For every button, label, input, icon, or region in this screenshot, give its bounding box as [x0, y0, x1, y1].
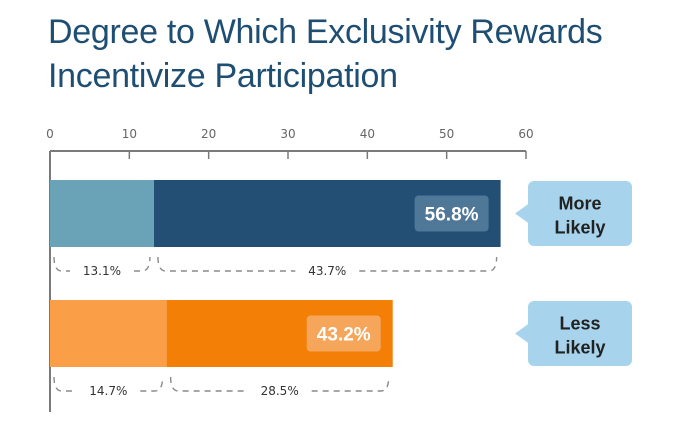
segment-bracket [53, 256, 70, 272]
segment-bracket [140, 376, 164, 392]
total-badge [306, 315, 381, 352]
segment-value-label: 14.7% [89, 384, 127, 398]
x-tick-label: 10 [122, 127, 137, 141]
total-label: 43.2% [317, 325, 371, 346]
x-tick-label: 60 [518, 127, 533, 141]
segment-bracket [133, 256, 151, 272]
chart-title: Degree to Which Exclusivity Rewards Ince… [48, 10, 688, 98]
segment-bracket [157, 256, 296, 272]
segment-bracket [53, 376, 77, 392]
segment-value-label: 43.7% [308, 264, 346, 278]
callout-label: Likely [554, 338, 605, 358]
callout-label: Less [559, 314, 600, 334]
x-tick-label: 40 [360, 127, 375, 141]
x-tick-label: 20 [201, 127, 216, 141]
segment-value-label: 28.5% [261, 384, 299, 398]
x-tick-label: 50 [439, 127, 454, 141]
x-tick-label: 0 [46, 127, 54, 141]
chart-title-line-1: Degree to Which Exclusivity Rewards [48, 13, 603, 51]
callout-label: Likely [554, 218, 605, 238]
total-badge [414, 195, 489, 232]
x-tick-label: 30 [280, 127, 295, 141]
total-label: 56.8% [425, 205, 479, 226]
segment-bracket [169, 376, 248, 392]
bar-segment [50, 180, 154, 247]
callout-box [528, 181, 632, 246]
callout-box [528, 301, 632, 366]
callout-label: More [558, 194, 601, 214]
callout-pointer [515, 203, 529, 224]
callout-pointer [515, 323, 529, 344]
chart-title-line-2: Incentivize Participation [48, 57, 398, 95]
segment-bracket [359, 256, 498, 272]
segment-value-label: 13.1% [83, 264, 121, 278]
bar-segment [50, 300, 167, 367]
segment-bracket [311, 376, 390, 392]
